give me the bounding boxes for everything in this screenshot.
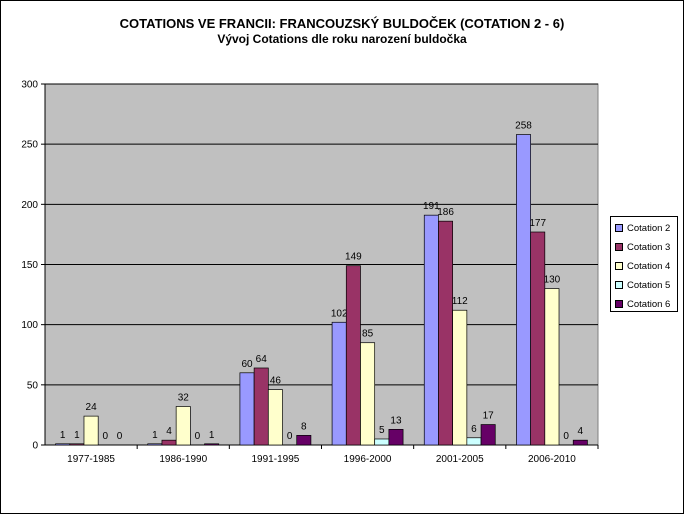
data-label: 177 — [529, 218, 546, 229]
y-tick-label: 150 — [21, 260, 38, 271]
x-category-label: 2006-2010 — [528, 454, 576, 465]
legend-swatch — [615, 224, 623, 232]
legend-item: Cotation 3 — [615, 240, 670, 254]
data-label: 258 — [515, 121, 532, 132]
data-label: 4 — [578, 426, 584, 437]
data-label: 85 — [362, 329, 374, 340]
bar — [544, 288, 560, 446]
bar — [204, 443, 220, 446]
data-label: 24 — [86, 402, 98, 413]
legend-item: Cotation 5 — [615, 278, 670, 292]
data-label: 0 — [103, 431, 109, 442]
bar — [480, 424, 496, 446]
y-tick-label: 200 — [21, 200, 38, 211]
bar — [345, 265, 361, 446]
bar — [55, 443, 71, 446]
legend-label: Cotation 6 — [627, 298, 671, 310]
legend-item: Cotation 4 — [615, 259, 670, 273]
data-label: 4 — [166, 426, 172, 437]
data-label: 32 — [178, 392, 190, 403]
data-label: 102 — [331, 308, 348, 319]
bar — [374, 438, 390, 446]
data-label: 0 — [195, 431, 201, 442]
y-tick-label: 0 — [32, 441, 38, 452]
data-label: 191 — [423, 201, 440, 212]
data-label: 46 — [270, 376, 282, 387]
bar — [516, 134, 531, 446]
bar — [253, 367, 269, 446]
bar — [69, 443, 85, 446]
legend-label: Cotation 2 — [627, 222, 671, 234]
data-label: 1 — [152, 430, 158, 441]
bar — [438, 220, 454, 446]
bar — [147, 443, 163, 446]
data-label: 1 — [60, 430, 66, 441]
legend-label: Cotation 4 — [627, 260, 671, 272]
chart-legend: Cotation 2 Cotation 3 Cotation 4 Cotation 5… — [610, 216, 678, 312]
bar — [267, 389, 283, 446]
data-label: 0 — [117, 431, 123, 442]
legend-label: Cotation 3 — [627, 241, 671, 253]
legend-item: Cotation 2 — [615, 221, 670, 235]
legend-swatch — [615, 281, 623, 289]
legend-item: Cotation 6 — [615, 297, 670, 311]
data-label: 8 — [301, 421, 307, 432]
data-label: 0 — [563, 431, 569, 442]
chart-title: COTATIONS VE FRANCII: FRANCOUZSKÝ BULDOČ… — [119, 16, 565, 31]
data-label: 5 — [379, 425, 385, 436]
x-category-label: 1977-1985 — [67, 454, 115, 465]
legend-label: Cotation 5 — [627, 279, 671, 291]
data-label: 60 — [241, 359, 253, 370]
bar — [572, 439, 588, 446]
data-label: 17 — [483, 411, 495, 422]
bar — [530, 231, 546, 446]
chart-subtitle: Vývoj Cotations dle roku narození buldoč… — [217, 32, 467, 46]
bar — [83, 415, 99, 446]
bar — [161, 439, 177, 446]
data-label: 13 — [390, 415, 402, 426]
bar — [388, 429, 404, 446]
data-label: 0 — [287, 431, 293, 442]
x-category-label: 2001-2005 — [436, 454, 484, 465]
data-label: 186 — [437, 207, 454, 218]
data-label: 112 — [452, 296, 468, 307]
bar — [466, 437, 482, 446]
data-label: 149 — [345, 252, 362, 263]
x-category-label: 1986-1990 — [159, 454, 207, 465]
data-label: 130 — [544, 275, 561, 286]
y-tick-label: 300 — [21, 80, 38, 91]
x-category-label: 1991-1995 — [252, 454, 300, 465]
bar — [423, 214, 439, 446]
data-label: 1 — [209, 430, 215, 441]
x-category-label: 1996-2000 — [344, 454, 392, 465]
legend-swatch — [615, 262, 623, 270]
legend-swatch — [615, 300, 623, 308]
bar — [331, 321, 347, 446]
y-tick-label: 100 — [21, 320, 38, 331]
y-tick-label: 250 — [21, 140, 38, 151]
data-label: 64 — [256, 354, 268, 365]
bar — [175, 406, 191, 446]
legend-swatch — [615, 243, 623, 251]
data-label: 6 — [471, 424, 477, 435]
bar — [296, 435, 312, 446]
bar — [360, 342, 376, 446]
y-tick-label: 50 — [27, 380, 39, 391]
data-label: 1 — [74, 430, 80, 441]
bar — [239, 372, 255, 446]
bar — [452, 309, 468, 446]
